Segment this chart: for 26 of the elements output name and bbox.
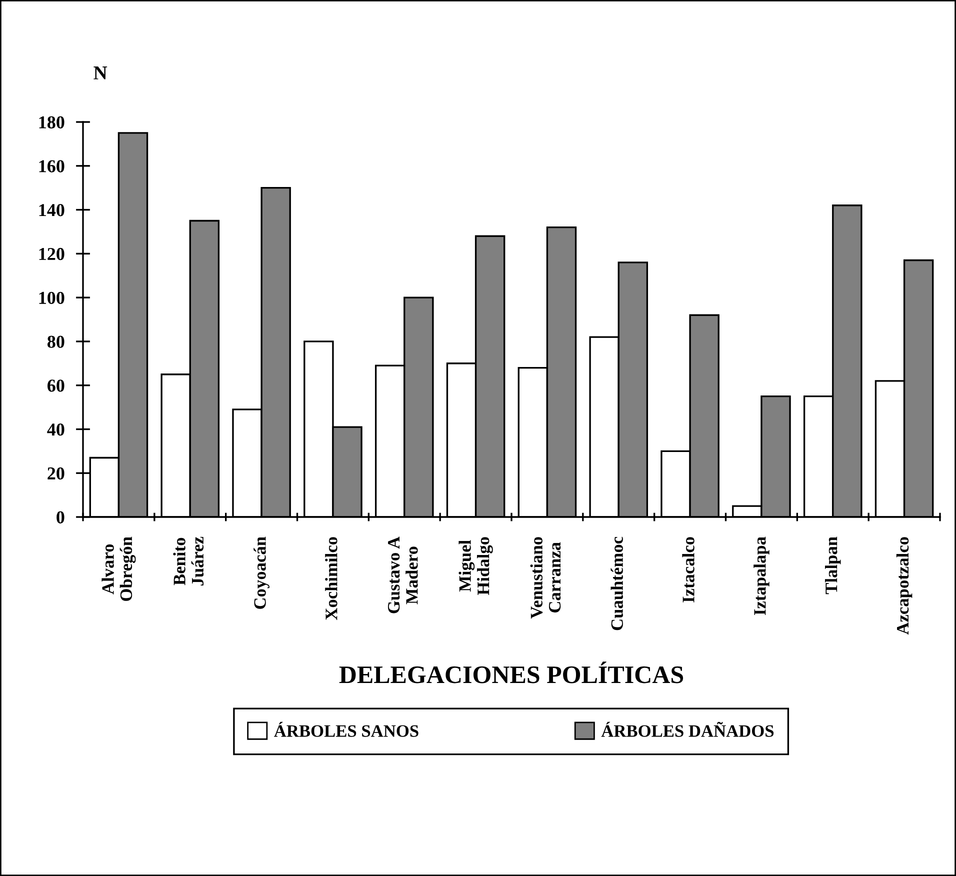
y-tick-label: 0 [56, 511, 64, 524]
y-tick-label: 120 [39, 248, 64, 260]
x-tick-label: Tlalpan [825, 536, 841, 594]
x-axis-title: DELEGACIONES POLÍTICAS [339, 662, 684, 684]
x-tick-label: Xochimilco [325, 537, 338, 620]
y-axis-title: N [94, 66, 108, 80]
x-tick-label: Venustiano Carranza [530, 537, 561, 619]
y-tick-label: 160 [39, 160, 64, 172]
legend-label: ÁRBOLES DAÑADOS [601, 722, 774, 737]
y-tick-label: 60 [48, 380, 64, 392]
y-tick-label: 80 [47, 336, 64, 348]
x-tick-label: Iztapalapa [754, 536, 770, 615]
x-tick-label: Iztacalco [682, 537, 694, 602]
y-tick-label: 180 [39, 116, 64, 128]
legend-label: ÁRBOLES SANOS [274, 722, 418, 737]
x-tick-label: Miguel Hidalgo [458, 537, 493, 595]
x-tick-label: Benito Juárez [173, 536, 204, 586]
y-tick-label: 20 [48, 467, 64, 480]
x-tick-label: Gustavo A Madero [388, 536, 418, 614]
x-tick-label: Azcapotzalco [896, 537, 912, 635]
x-tick-label: Alvaro Obregón [102, 536, 136, 601]
y-tick-label: 140 [39, 204, 64, 216]
x-tick-label: Cuauhtémoc [610, 536, 624, 630]
y-tick-label: 40 [47, 423, 64, 436]
y-tick-label: 100 [39, 292, 64, 304]
x-tick-label: Coyoacán [254, 536, 270, 609]
